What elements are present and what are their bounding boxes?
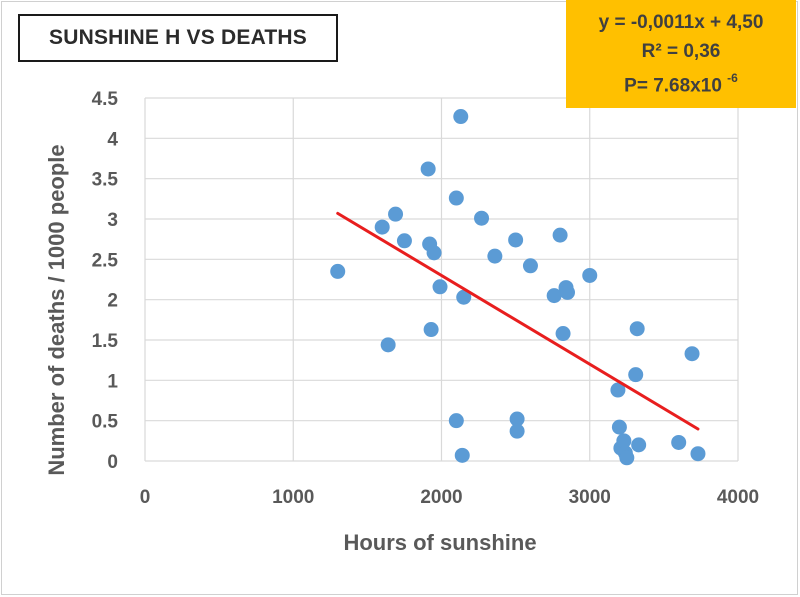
- data-point: [552, 227, 568, 243]
- data-point: [690, 446, 706, 462]
- data-point: [522, 258, 538, 274]
- data-point: [629, 321, 645, 337]
- trendline-group: [336, 211, 700, 431]
- data-point: [628, 367, 644, 383]
- data-point: [631, 437, 647, 453]
- chart-title: SUNSHINE H VS DEATHS: [18, 14, 338, 62]
- data-point: [509, 411, 525, 427]
- data-point: [380, 337, 396, 353]
- data-point: [448, 190, 464, 206]
- data-point: [684, 346, 700, 362]
- data-point: [448, 413, 464, 429]
- y-tick-label: 3.5: [92, 170, 119, 191]
- data-point: [453, 109, 469, 125]
- y-tick-label: 2: [107, 291, 118, 312]
- y-tick-label: 1.5: [92, 331, 119, 352]
- data-point: [546, 288, 562, 304]
- data-point: [474, 210, 490, 226]
- data-point: [487, 248, 503, 264]
- data-point: [423, 322, 439, 338]
- data-point: [454, 447, 470, 463]
- data-point: [582, 267, 598, 283]
- data-point: [560, 284, 576, 300]
- data-point: [456, 289, 472, 305]
- x-tick-label: 2000: [420, 487, 462, 508]
- data-point: [611, 419, 627, 435]
- tick-labels: 0 0.5 1 1.5 2 2.5 3 3.5 4 4.5 0 1000 2000 3000 4000: [92, 89, 760, 508]
- y-tick-label: 4: [107, 129, 118, 150]
- trendline: [336, 211, 700, 431]
- grid-lines: [144, 97, 739, 462]
- x-tick-label: 0: [140, 487, 151, 508]
- x-tick-label: 1000: [272, 487, 314, 508]
- data-point: [509, 423, 525, 439]
- x-axis-title: Hours of sunshine: [343, 530, 536, 555]
- y-tick-label: 0: [107, 452, 118, 473]
- r-squared-value: R² = 0,36: [641, 40, 721, 62]
- data-point: [671, 434, 687, 450]
- data-point: [610, 382, 626, 398]
- data-point: [420, 161, 436, 177]
- data-point: [432, 279, 448, 295]
- data-point: [619, 450, 635, 466]
- p-value: P= 7.68x10 -6: [624, 66, 738, 100]
- data-point: [555, 326, 571, 342]
- data-point: [426, 245, 442, 261]
- data-point: [388, 206, 404, 222]
- chart-title-text: SUNSHINE H VS DEATHS: [49, 26, 307, 49]
- y-tick-label: 3: [107, 210, 118, 231]
- y-tick-label: 0.5: [92, 412, 119, 433]
- p-value-exponent: -6: [727, 70, 738, 85]
- data-point: [616, 433, 632, 449]
- regression-equation: y = -0,0011x + 4,50: [598, 11, 764, 33]
- data-point: [396, 233, 412, 249]
- regression-stats-box: y = -0,0011x + 4,50 R² = 0,36 P= 7.68x10…: [566, 0, 796, 108]
- x-tick-label: 4000: [717, 487, 759, 508]
- y-tick-label: 2.5: [92, 250, 119, 271]
- y-tick-label: 1: [107, 371, 118, 392]
- y-tick-label: 4.5: [92, 89, 119, 110]
- data-point: [508, 232, 524, 248]
- x-tick-label: 3000: [569, 487, 611, 508]
- data-point: [330, 263, 346, 279]
- p-value-base: P= 7.68x10: [624, 75, 722, 97]
- data-point: [374, 219, 390, 235]
- y-axis-title: Number of deaths / 1000 people: [44, 144, 69, 475]
- data-points: [330, 109, 706, 466]
